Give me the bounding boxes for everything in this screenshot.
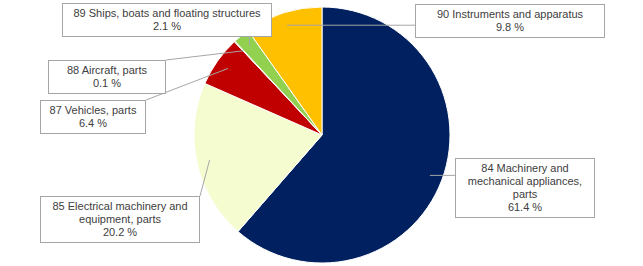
category-label: 90 Instruments and apparatus bbox=[421, 8, 599, 21]
data-label: 89 Ships, boats and floating structures2… bbox=[62, 3, 272, 37]
value-label: 2.1 % bbox=[68, 20, 266, 33]
category-label: 89 Ships, boats and floating structures bbox=[68, 7, 266, 20]
category-label: 85 Electrical machinery and equipment, p… bbox=[46, 200, 194, 226]
leader-line bbox=[166, 51, 243, 60]
data-label: 84 Machinery and mechanical appliances, … bbox=[455, 158, 595, 218]
value-label: 6.4 % bbox=[46, 117, 140, 130]
leader-line bbox=[249, 37, 250, 46]
data-label: 90 Instruments and apparatus9.8 % bbox=[415, 4, 605, 38]
leader-line bbox=[200, 160, 210, 196]
slices bbox=[194, 7, 450, 263]
value-label: 61.4 % bbox=[461, 201, 589, 214]
data-label: 88 Aircraft, parts0.1 % bbox=[48, 60, 166, 94]
value-label: 20.2 % bbox=[46, 226, 194, 239]
data-label: 85 Electrical machinery and equipment, p… bbox=[40, 196, 200, 243]
leaders bbox=[146, 25, 455, 196]
data-label: 87 Vehicles, parts6.4 % bbox=[40, 100, 146, 134]
value-label: 0.1 % bbox=[54, 77, 160, 90]
category-label: 87 Vehicles, parts bbox=[46, 104, 140, 117]
leader-line bbox=[287, 25, 415, 26]
leader-line bbox=[430, 175, 455, 176]
value-label: 9.8 % bbox=[421, 21, 599, 34]
category-label: 88 Aircraft, parts bbox=[54, 64, 160, 77]
category-label: 84 Machinery and mechanical appliances, … bbox=[461, 162, 589, 201]
chart: 84 Machinery and mechanical appliances, … bbox=[0, 0, 643, 266]
